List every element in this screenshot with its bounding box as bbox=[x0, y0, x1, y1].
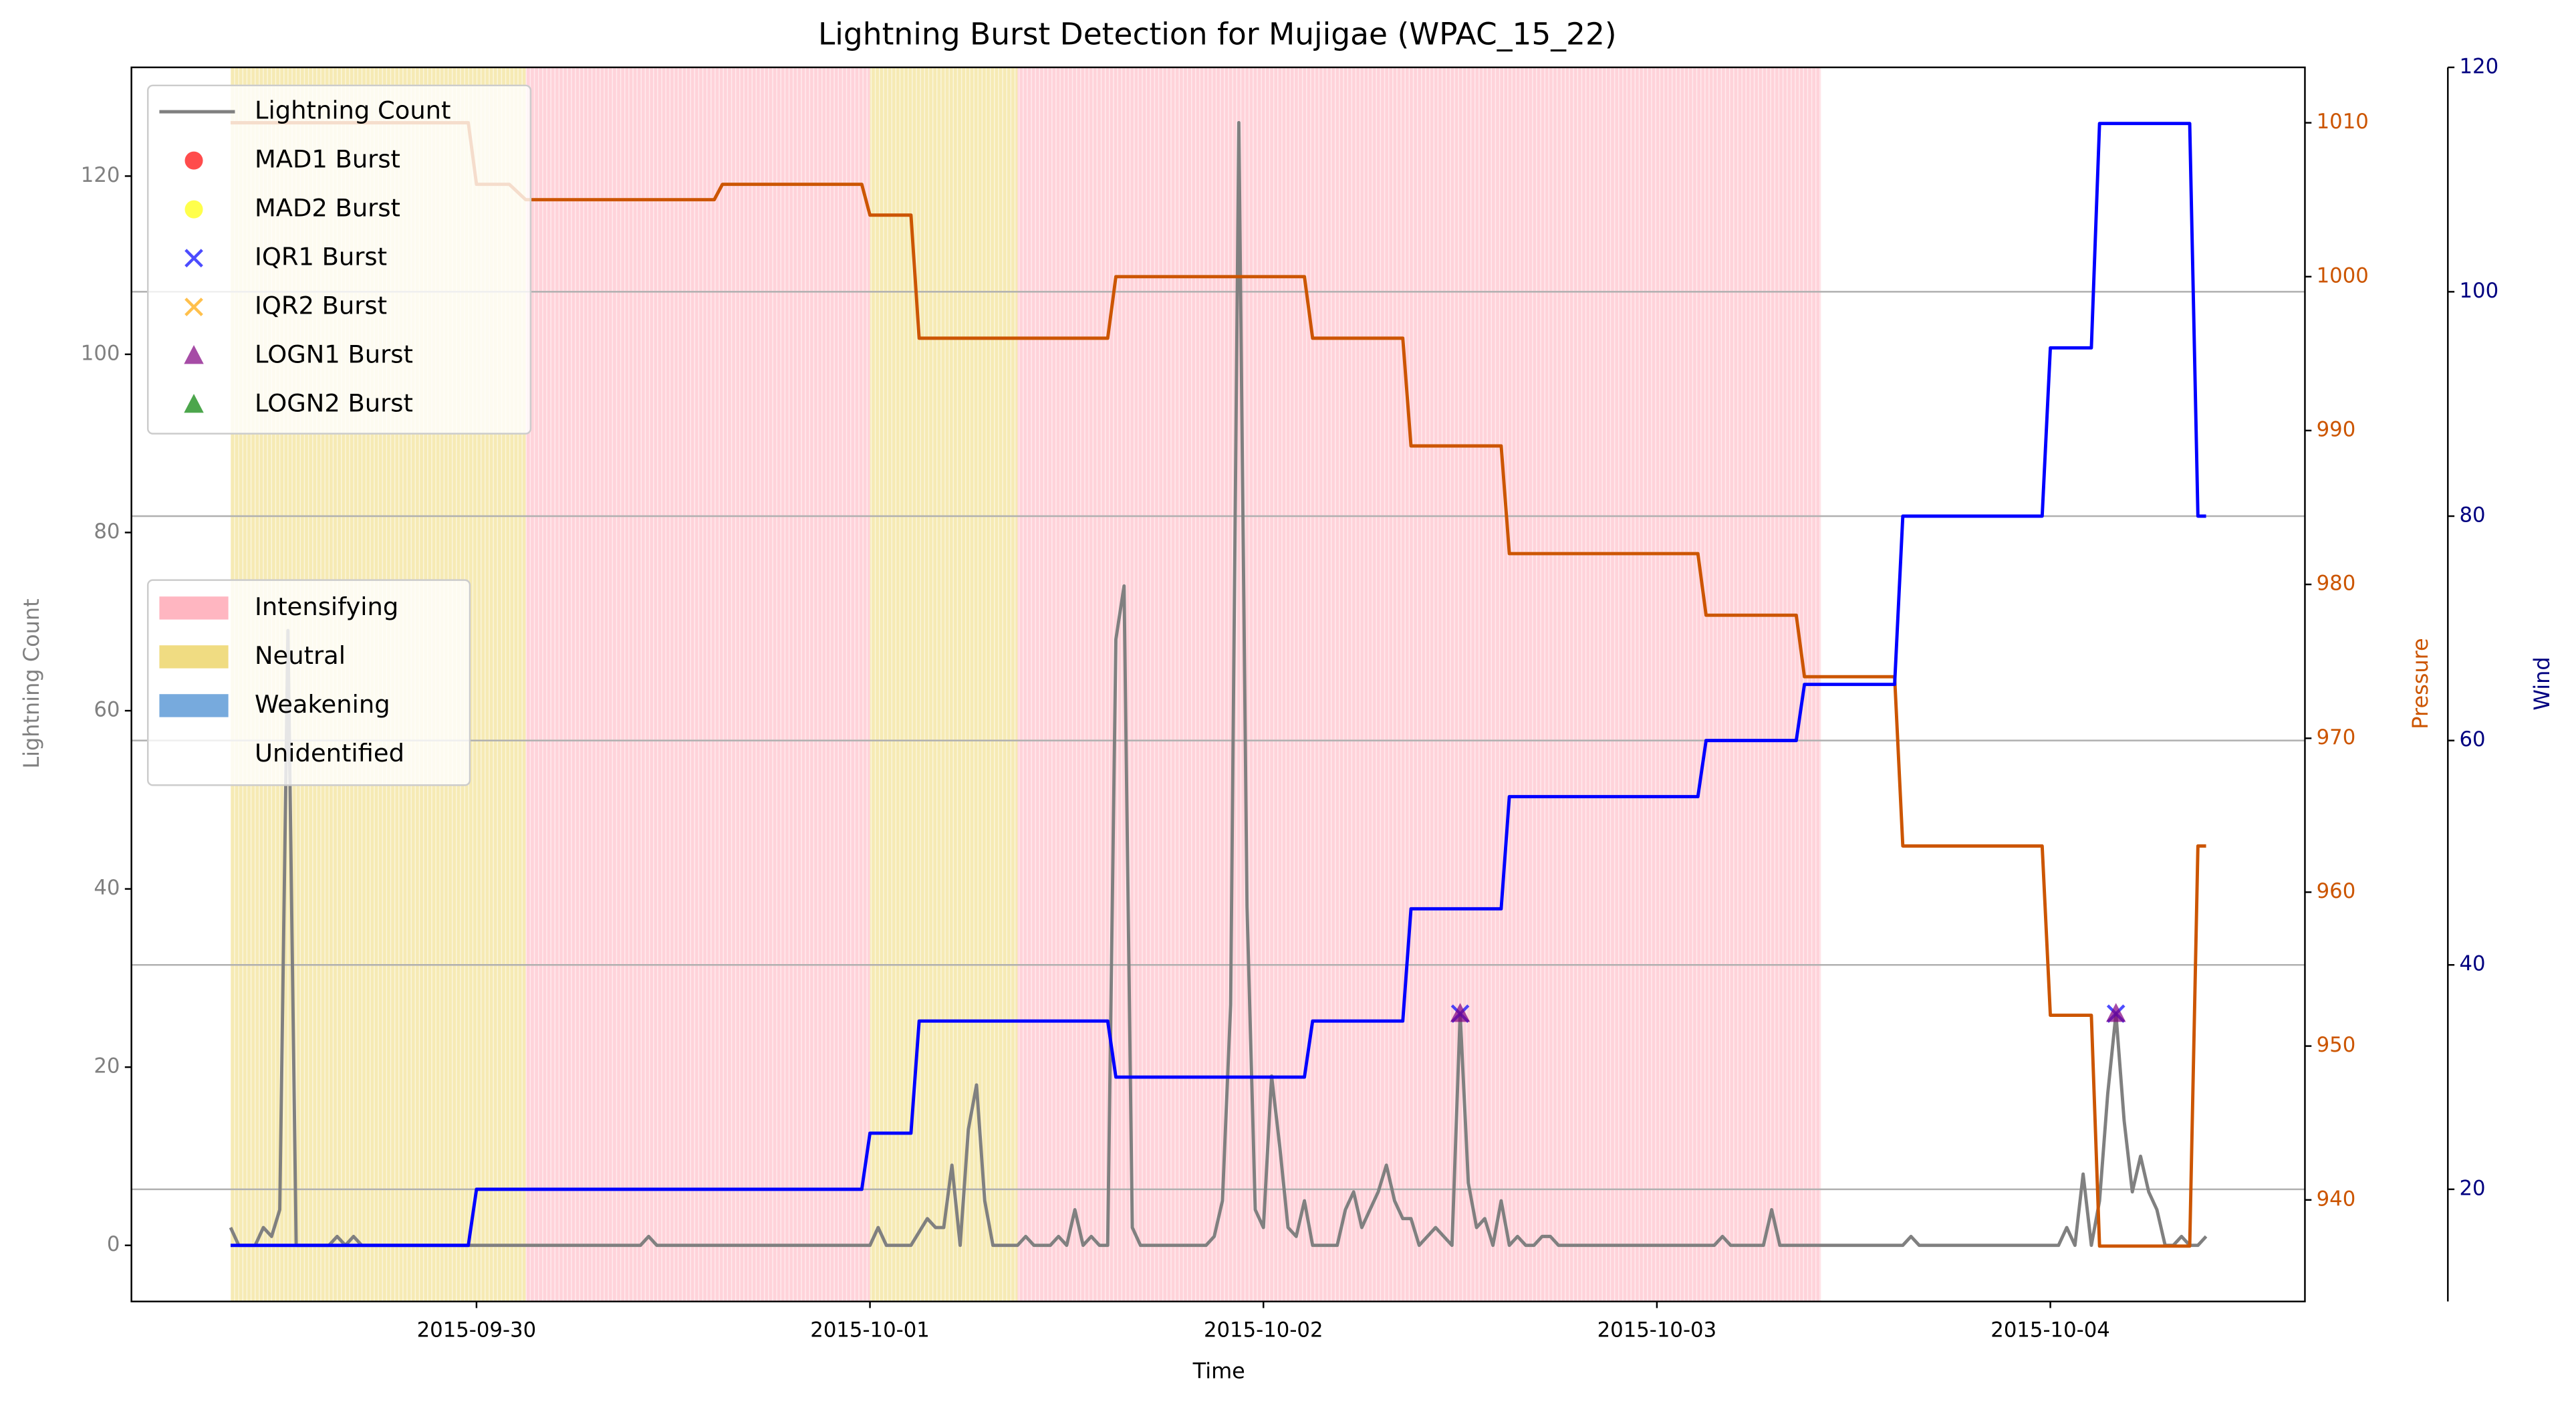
y-axis-label: Lightning Count bbox=[19, 598, 44, 768]
legend-box bbox=[146, 579, 471, 786]
phase-spans bbox=[230, 67, 1821, 1302]
plot-frame bbox=[130, 66, 2306, 1302]
y-tick-label: 100 bbox=[81, 341, 120, 365]
y2-tick-label: 1010 bbox=[2317, 110, 2369, 134]
series-line bbox=[229, 120, 2208, 1248]
marker bbox=[184, 249, 203, 267]
y3-tick-label: 40 bbox=[2459, 952, 2485, 976]
x-tick-label: 2015-09-30 bbox=[417, 1318, 537, 1342]
legend-label: IQR2 Burst bbox=[255, 291, 387, 320]
y2-axis-label: Pressure bbox=[2408, 638, 2433, 729]
legend-label: Neutral bbox=[255, 641, 346, 670]
x-tick-label: 2015-10-02 bbox=[1204, 1318, 1323, 1342]
legend-patch bbox=[159, 596, 229, 620]
lines bbox=[229, 120, 2208, 1248]
chart-title: Lightning Burst Detection for Mujigae (W… bbox=[818, 17, 1617, 52]
y2-tick-label: 990 bbox=[2317, 417, 2356, 441]
y2-tick-label: 970 bbox=[2317, 725, 2356, 749]
y3-axis-label: Wind bbox=[2529, 657, 2555, 710]
y3-tick-label: 100 bbox=[2459, 279, 2498, 303]
span-stripes bbox=[525, 67, 870, 1302]
y-tick-label: 20 bbox=[94, 1054, 120, 1078]
legend-label: Unidentified bbox=[255, 739, 404, 768]
y-tick-label: 0 bbox=[107, 1232, 120, 1256]
y-tick-label: 80 bbox=[94, 519, 120, 544]
y2-tick-label: 1000 bbox=[2317, 263, 2369, 287]
y3-tick-label: 20 bbox=[2459, 1176, 2485, 1200]
span-stripes bbox=[1017, 67, 1821, 1302]
axes: 2015-09-30 2015-10-01 2015-10-02 2015-10-03… bbox=[81, 54, 2498, 1342]
marker bbox=[184, 298, 203, 316]
y2-tick-label: 940 bbox=[2317, 1187, 2356, 1211]
marker bbox=[184, 394, 204, 413]
marker bbox=[184, 345, 204, 364]
legend-label: Intensifying bbox=[255, 592, 398, 621]
legend-label: LOGN2 Burst bbox=[255, 389, 413, 418]
span-stripes bbox=[870, 67, 1018, 1302]
marker bbox=[184, 151, 203, 170]
legend-box bbox=[146, 84, 532, 435]
y3-tick-label: 60 bbox=[2459, 727, 2485, 751]
y2-tick-label: 950 bbox=[2317, 1033, 2356, 1057]
y3-tick-label: 120 bbox=[2459, 54, 2498, 78]
legend-label: Weakening bbox=[255, 690, 390, 719]
legend-patch bbox=[159, 694, 229, 717]
x-tick-label: 2015-10-04 bbox=[1990, 1318, 2110, 1342]
legend-label: LOGN1 Burst bbox=[255, 340, 413, 369]
y-tick-label: 40 bbox=[94, 876, 120, 900]
legend-label: IQR1 Burst bbox=[255, 243, 387, 271]
legends: Lightning Count MAD1 Burst MAD2 Burst IQR1 … bbox=[146, 84, 532, 786]
y-tick-label: 60 bbox=[94, 698, 120, 722]
legend-patch bbox=[159, 645, 229, 669]
y3-tick-label: 80 bbox=[2459, 503, 2485, 528]
marker bbox=[1450, 1003, 1470, 1022]
legend-patch bbox=[159, 743, 229, 766]
x-tick-label: 2015-10-01 bbox=[810, 1318, 930, 1342]
y-tick-label: 120 bbox=[81, 163, 120, 187]
marker bbox=[184, 200, 203, 219]
legend-label: Lightning Count bbox=[255, 96, 451, 125]
series-line bbox=[230, 122, 2206, 1248]
legend-label: MAD1 Burst bbox=[255, 145, 400, 174]
series-line bbox=[230, 121, 2206, 1248]
legend-label: MAD2 Burst bbox=[255, 194, 400, 223]
y2-tick-label: 960 bbox=[2317, 879, 2356, 903]
bursts bbox=[1450, 1003, 2126, 1024]
x-axis-label: Time bbox=[1192, 1358, 1245, 1383]
x-tick-label: 2015-10-03 bbox=[1597, 1318, 1717, 1342]
marker bbox=[2105, 1003, 2126, 1022]
y2-tick-label: 980 bbox=[2317, 572, 2356, 596]
